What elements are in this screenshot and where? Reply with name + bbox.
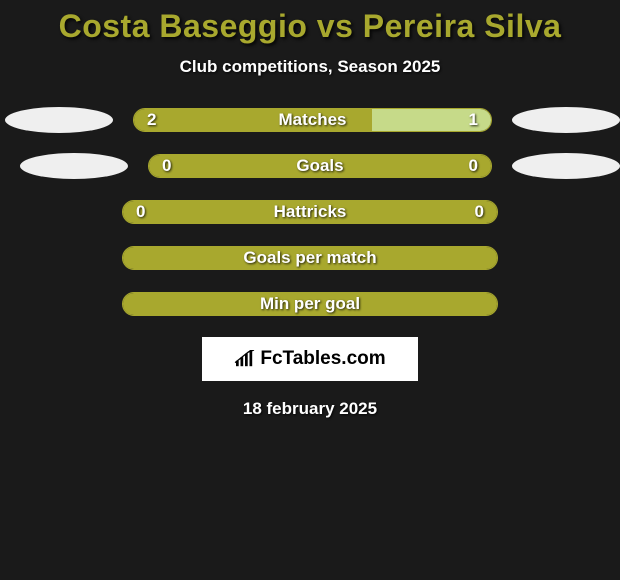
bar-track	[122, 200, 498, 224]
stat-bar: 21Matches	[133, 108, 492, 132]
logo: FcTables.com	[234, 348, 385, 370]
logo-text: FcTables.com	[260, 348, 385, 370]
page-title: Costa Baseggio vs Pereira Silva	[0, 8, 620, 45]
bar-segment-left	[123, 201, 497, 223]
player-left-avatar	[20, 153, 128, 179]
stat-row: 00Goals	[0, 153, 620, 179]
vs-text: vs	[317, 8, 363, 44]
stat-row: Goals per match	[0, 245, 620, 271]
stat-row: 21Matches	[0, 107, 620, 133]
date-text: 18 february 2025	[0, 399, 620, 419]
bar-track	[148, 154, 492, 178]
logo-box: FcTables.com	[202, 337, 418, 381]
stat-bar: Goals per match	[122, 246, 498, 270]
player-right-avatar	[512, 291, 620, 317]
stat-rows: 21Matches 00Goals 00Hattricks Goals per mat…	[0, 107, 620, 317]
stat-row: Min per goal	[0, 291, 620, 317]
bar-segment-left	[149, 155, 491, 177]
comparison-infographic: Costa Baseggio vs Pereira Silva Club com…	[0, 0, 620, 419]
bar-segment-left	[123, 247, 497, 269]
chart-icon	[234, 350, 256, 368]
stat-bar: Min per goal	[122, 292, 498, 316]
bar-segment-right	[372, 109, 491, 131]
stat-bar: 00Goals	[148, 154, 492, 178]
player-right-avatar	[512, 107, 620, 133]
player-right-avatar	[512, 153, 620, 179]
stat-row: 00Hattricks	[0, 199, 620, 225]
player-left-avatar	[0, 199, 108, 225]
stat-bar: 00Hattricks	[122, 200, 498, 224]
player-right-name: Pereira Silva	[363, 8, 562, 44]
player-left-name: Costa Baseggio	[59, 8, 308, 44]
player-right-avatar	[512, 245, 620, 271]
bar-segment-left	[123, 293, 497, 315]
player-right-avatar	[512, 199, 620, 225]
bar-track	[133, 108, 492, 132]
player-left-avatar	[0, 291, 108, 317]
subtitle: Club competitions, Season 2025	[0, 57, 620, 77]
player-left-avatar	[5, 107, 113, 133]
bar-track	[122, 292, 498, 316]
player-left-avatar	[0, 245, 108, 271]
bar-segment-left	[134, 109, 372, 131]
bar-track	[122, 246, 498, 270]
